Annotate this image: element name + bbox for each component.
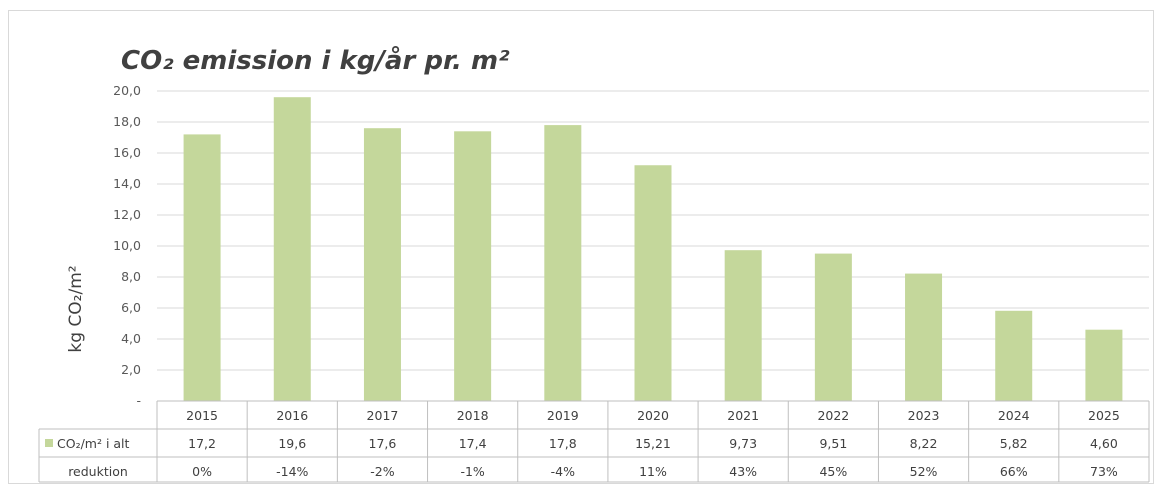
data-table-cell: -4% bbox=[551, 464, 575, 479]
chart-svg: - 2,0 4,0 6,0 8,0 10,0 12,0 14,0 16,0 18,0 20,0 20… bbox=[38, 45, 1150, 483]
data-table-cell: 45% bbox=[819, 464, 847, 479]
chart-frame: - 2,0 4,0 6,0 8,0 10,0 12,0 14,0 16,0 18,0 20,0 20… bbox=[8, 10, 1154, 484]
table-row-label: reduktion bbox=[68, 464, 128, 479]
data-table-cell: -2% bbox=[370, 464, 394, 479]
x-tick-label: 2021 bbox=[727, 408, 759, 423]
y-tick-label: 18,0 bbox=[113, 114, 141, 129]
y-tick-label: 8,0 bbox=[121, 269, 141, 284]
data-table-cell: 5,82 bbox=[1000, 436, 1028, 451]
y-tick-label: 2,0 bbox=[121, 362, 141, 377]
x-tick-label: 2024 bbox=[998, 408, 1030, 423]
y-tick-label: 16,0 bbox=[113, 145, 141, 160]
data-table-cell: 0% bbox=[192, 464, 212, 479]
y-axis-label: kg CO₂/m² bbox=[66, 265, 86, 352]
data-table-cell: 9,51 bbox=[819, 436, 847, 451]
x-tick-label: 2016 bbox=[276, 408, 308, 423]
y-tick-label: 12,0 bbox=[113, 207, 141, 222]
y-tick-label: - bbox=[136, 393, 141, 408]
x-tick-label: 2023 bbox=[908, 408, 940, 423]
data-table-cell: 66% bbox=[1000, 464, 1028, 479]
chart-title: CO₂ emission i kg/år pr. m² bbox=[121, 45, 510, 76]
data-table-cell: 17,2 bbox=[188, 436, 216, 451]
bar-2025 bbox=[1085, 329, 1123, 401]
bar-2022 bbox=[814, 253, 852, 401]
data-table-cell: 4,60 bbox=[1090, 436, 1118, 451]
data-table-cell: -14% bbox=[276, 464, 308, 479]
data-table-cell: 11% bbox=[639, 464, 667, 479]
x-tick-label: 2019 bbox=[547, 408, 579, 423]
x-tick-label: 2017 bbox=[367, 408, 399, 423]
bar-2018 bbox=[454, 131, 492, 402]
data-table-cell: 73% bbox=[1090, 464, 1118, 479]
data-table-cell: 17,6 bbox=[369, 436, 397, 451]
data-table-cell: 9,73 bbox=[729, 436, 757, 451]
bar-2017 bbox=[363, 128, 401, 401]
series-name: CO₂/m² i alt bbox=[57, 436, 130, 451]
data-table-cell: 15,21 bbox=[635, 436, 671, 451]
bar-2023 bbox=[905, 273, 943, 401]
x-tick-label: 2025 bbox=[1088, 408, 1120, 423]
x-tick-label: 2015 bbox=[186, 408, 218, 423]
bar-2021 bbox=[724, 250, 762, 401]
data-table-cell: 17,8 bbox=[549, 436, 577, 451]
x-tick-label: 2018 bbox=[457, 408, 489, 423]
x-tick-label: 2022 bbox=[817, 408, 849, 423]
bar-2016 bbox=[273, 97, 311, 401]
bar-2020 bbox=[634, 165, 672, 401]
bar-2019 bbox=[544, 125, 582, 401]
legend-key bbox=[45, 439, 53, 447]
y-tick-label: 4,0 bbox=[121, 331, 141, 346]
bar-2024 bbox=[995, 310, 1033, 401]
data-table-cell: 19,6 bbox=[278, 436, 306, 451]
y-tick-label: 10,0 bbox=[113, 238, 141, 253]
data-table-cell: -1% bbox=[460, 464, 484, 479]
data-table-cell: 8,22 bbox=[910, 436, 938, 451]
y-tick-label: 14,0 bbox=[113, 176, 141, 191]
bar-2015 bbox=[183, 134, 221, 401]
x-tick-label: 2020 bbox=[637, 408, 669, 423]
y-tick-label: 20,0 bbox=[113, 83, 141, 98]
data-table-cell: 17,4 bbox=[459, 436, 487, 451]
data-table-cell: 43% bbox=[729, 464, 757, 479]
y-tick-label: 6,0 bbox=[121, 300, 141, 315]
data-table-cell: 52% bbox=[910, 464, 938, 479]
